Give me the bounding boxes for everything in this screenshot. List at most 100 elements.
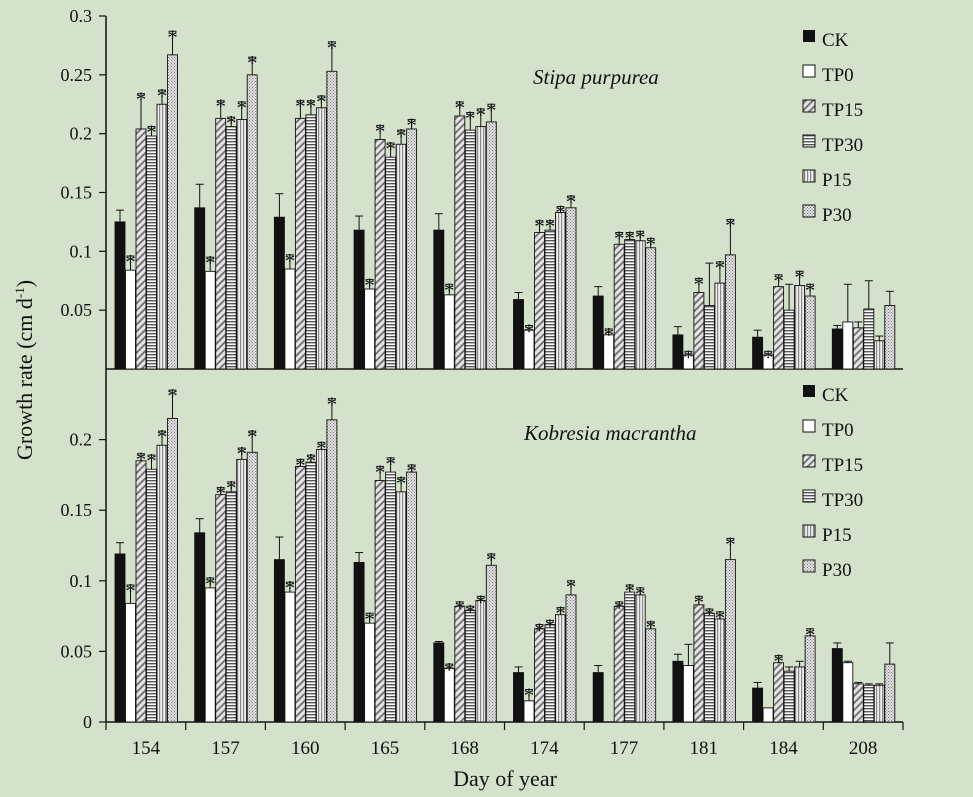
legend-label-tp0: TP0 — [822, 65, 854, 86]
y-tick-label: 0.15 — [61, 500, 93, 520]
x-tick-label: 174 — [530, 738, 559, 759]
bar — [884, 305, 896, 370]
y-tick-label: 0.2 — [70, 124, 93, 144]
bar — [443, 294, 455, 370]
bar — [592, 295, 604, 370]
significance-mark: * — [146, 121, 157, 145]
bar — [353, 229, 365, 370]
y-tick-label: 0.1 — [70, 571, 93, 591]
significance-mark: * — [215, 482, 226, 506]
significance-mark: * — [524, 684, 535, 708]
bar — [194, 532, 206, 723]
significance-mark: * — [364, 274, 375, 298]
bar — [204, 270, 216, 370]
bar — [863, 684, 875, 723]
significance-mark: * — [534, 619, 545, 643]
bar — [513, 299, 524, 370]
bar — [565, 207, 577, 370]
significance-mark: * — [635, 582, 646, 606]
bar — [475, 600, 487, 723]
legend-label-p30: P30 — [822, 205, 852, 226]
significance-mark: * — [704, 603, 715, 627]
bar — [752, 336, 764, 370]
significance-mark: * — [476, 103, 487, 127]
significance-mark: * — [683, 345, 694, 369]
x-axis-label: Day of year — [453, 766, 558, 791]
bar — [406, 471, 418, 723]
legend-swatch-ck — [803, 385, 815, 397]
bar — [672, 334, 684, 370]
bar — [714, 282, 726, 370]
bar — [406, 128, 418, 370]
bar — [246, 74, 258, 370]
significance-mark: * — [624, 579, 635, 603]
bar — [752, 687, 764, 723]
significance-mark: * — [236, 96, 247, 120]
significance-mark: * — [805, 623, 816, 647]
significance-mark: * — [226, 476, 237, 500]
bar — [364, 622, 376, 723]
significance-mark: * — [306, 449, 317, 473]
significance-mark: * — [136, 88, 147, 112]
significance-mark: * — [555, 201, 566, 225]
legend-label-p15: P15 — [822, 170, 852, 191]
bar — [294, 465, 306, 723]
significance-mark: * — [555, 602, 566, 626]
significance-mark: * — [247, 425, 258, 449]
significance-mark: * — [327, 393, 338, 417]
bar — [225, 126, 237, 370]
bar — [114, 553, 126, 723]
legend-swatch-p30 — [802, 559, 816, 573]
bar — [167, 417, 178, 723]
bar — [783, 309, 795, 370]
bar — [305, 114, 317, 370]
significance-mark: * — [375, 119, 386, 143]
significance-mark: * — [167, 25, 178, 49]
significance-mark: * — [157, 425, 168, 449]
significance-mark: * — [534, 215, 545, 239]
bar — [374, 480, 386, 723]
bar — [555, 614, 566, 723]
significance-mark: * — [524, 319, 535, 343]
bar — [315, 107, 327, 370]
significance-mark: * — [486, 98, 497, 122]
significance-mark: * — [285, 249, 296, 273]
bar — [454, 605, 466, 723]
legend-swatch-tp15 — [802, 454, 816, 468]
bar — [831, 328, 843, 370]
bar — [305, 461, 317, 723]
y-axis-label: Growth rate (cm d-1) — [12, 280, 37, 460]
legend-label-tp30: TP30 — [822, 135, 863, 156]
significance-mark: * — [694, 590, 705, 614]
significance-mark: * — [773, 269, 784, 293]
significance-mark: * — [465, 600, 476, 624]
bar — [284, 591, 296, 723]
panel-title-bottom: Kobresia macrantha — [523, 421, 696, 445]
significance-mark: * — [215, 95, 226, 119]
bar — [156, 444, 168, 723]
significance-mark: * — [805, 278, 816, 302]
significance-mark: * — [406, 459, 417, 483]
y-tick-label: 0.3 — [70, 6, 93, 26]
significance-mark: * — [725, 214, 736, 238]
bar — [724, 559, 736, 723]
y-tick-label: 0.1 — [70, 241, 93, 261]
bar — [693, 292, 705, 370]
significance-mark: * — [247, 51, 258, 75]
bar — [873, 340, 885, 370]
legend-label-tp15: TP15 — [822, 455, 863, 476]
significance-mark: * — [385, 137, 396, 161]
significance-mark: * — [157, 84, 168, 108]
bar — [125, 269, 136, 370]
significance-mark: * — [327, 36, 338, 60]
significance-mark: * — [645, 616, 656, 640]
significance-mark: * — [545, 614, 556, 638]
bar — [225, 491, 237, 723]
x-tick-label: 181 — [690, 738, 719, 759]
significance-mark: * — [455, 96, 466, 120]
bar — [682, 665, 694, 723]
significance-mark: * — [396, 124, 407, 148]
x-tick-label: 184 — [769, 738, 798, 759]
y-tick-label: 0 — [83, 712, 92, 732]
bar — [156, 103, 168, 370]
